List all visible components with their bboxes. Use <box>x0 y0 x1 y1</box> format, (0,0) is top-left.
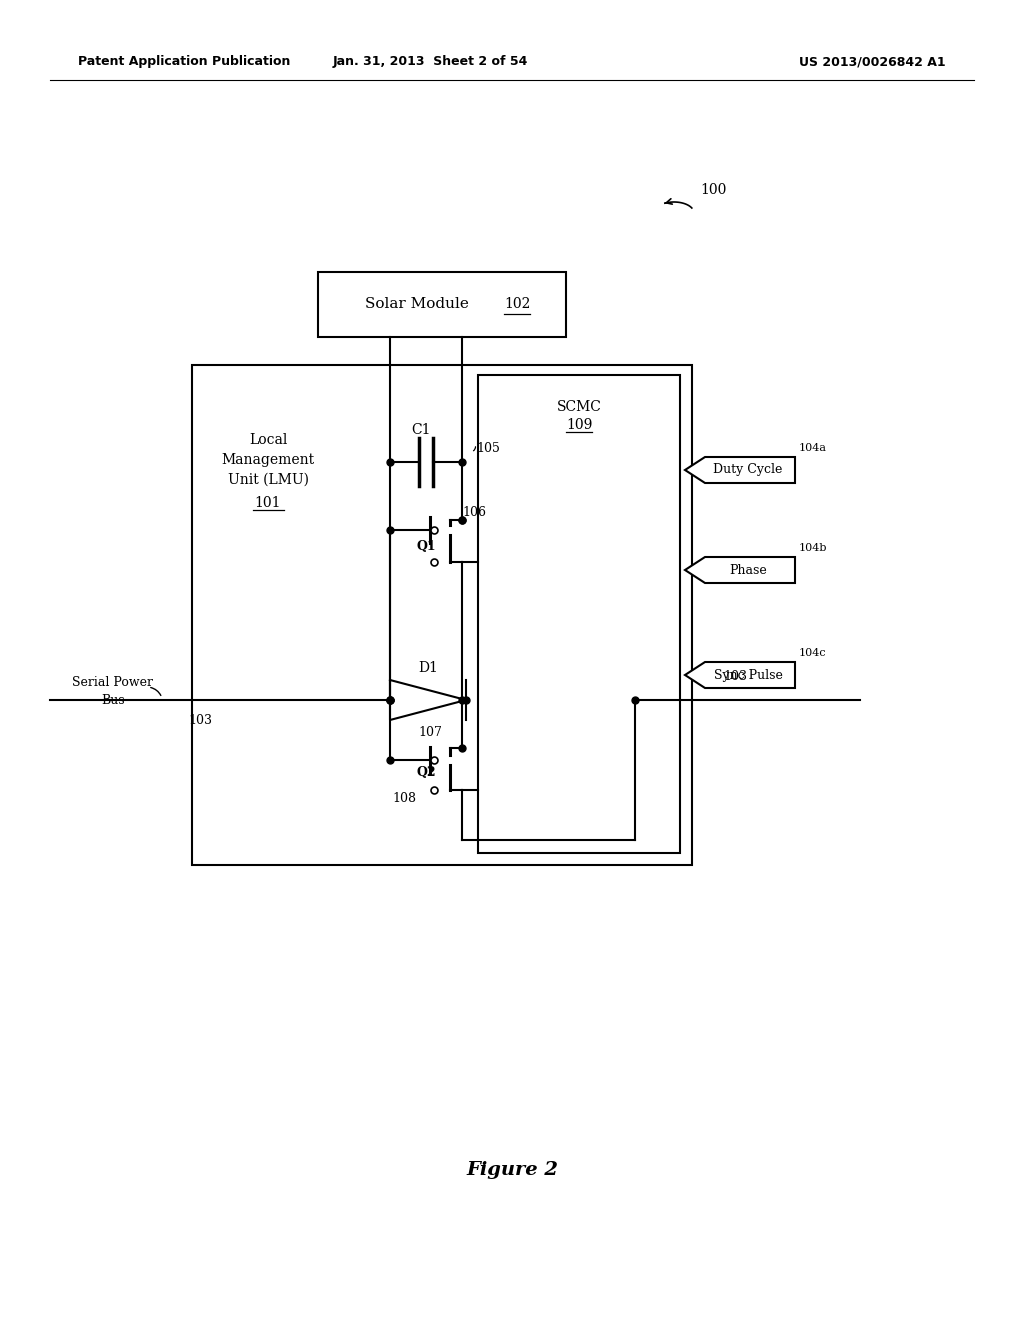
Text: Bus: Bus <box>101 693 125 706</box>
Text: 104b: 104b <box>799 543 827 553</box>
Bar <box>478 375 680 853</box>
Text: Serial Power: Serial Power <box>73 676 154 689</box>
Text: 107: 107 <box>418 726 442 739</box>
Text: Unit (LMU): Unit (LMU) <box>227 473 308 487</box>
Text: US 2013/0026842 A1: US 2013/0026842 A1 <box>800 55 946 69</box>
Text: Duty Cycle: Duty Cycle <box>714 463 782 477</box>
Text: SCMC: SCMC <box>557 400 601 414</box>
Text: 102: 102 <box>504 297 530 312</box>
Text: C1: C1 <box>412 422 431 437</box>
Text: 101: 101 <box>255 496 282 510</box>
FancyArrow shape <box>685 663 795 688</box>
FancyArrow shape <box>685 557 795 583</box>
Text: Figure 2: Figure 2 <box>466 1162 558 1179</box>
Bar <box>193 366 692 865</box>
Text: Phase: Phase <box>729 564 767 577</box>
FancyArrow shape <box>685 457 795 483</box>
Text: 106: 106 <box>462 507 486 520</box>
Text: 108: 108 <box>392 792 416 804</box>
Text: 105: 105 <box>476 441 500 454</box>
Text: Q1: Q1 <box>417 540 436 553</box>
Text: D1: D1 <box>418 661 438 675</box>
Text: Management: Management <box>221 453 314 467</box>
Text: Solar Module: Solar Module <box>366 297 469 312</box>
Text: 103: 103 <box>723 669 746 682</box>
Text: Q2: Q2 <box>417 767 436 780</box>
Text: Jan. 31, 2013  Sheet 2 of 54: Jan. 31, 2013 Sheet 2 of 54 <box>333 55 527 69</box>
Text: 109: 109 <box>566 418 592 432</box>
Text: Local: Local <box>249 433 287 447</box>
Text: Patent Application Publication: Patent Application Publication <box>78 55 291 69</box>
Bar <box>318 272 566 337</box>
Text: 100: 100 <box>700 183 726 197</box>
Text: 104c: 104c <box>799 648 826 657</box>
Text: 103: 103 <box>188 714 212 726</box>
Text: Sync Pulse: Sync Pulse <box>714 668 782 681</box>
Text: 104a: 104a <box>799 444 827 453</box>
